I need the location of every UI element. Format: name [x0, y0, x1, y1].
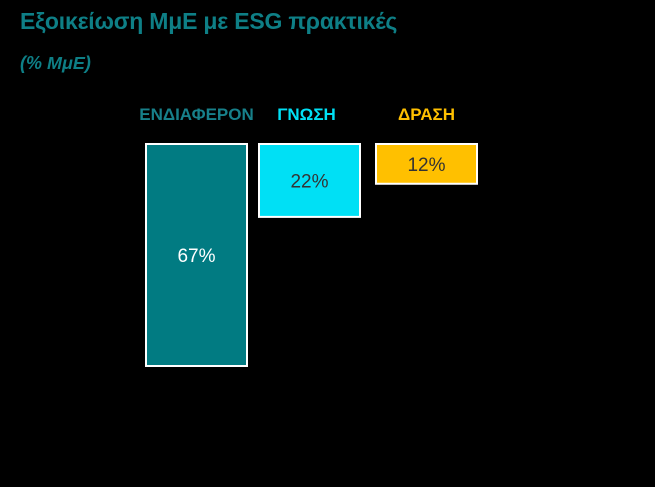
bar-value-label-3: 12%: [407, 155, 445, 176]
bar-2: [258, 143, 361, 218]
bar-1: [145, 143, 248, 367]
chart-subtitle: (% ΜμΕ): [20, 53, 91, 73]
bar-3: [375, 143, 478, 185]
chart-title: Εξοικείωση ΜμΕ με ESG πρακτικές: [20, 8, 398, 34]
category-label-1: ΕΝΔΙΑΦΕΡΟΝ: [139, 105, 254, 124]
category-label-3: ΔΡΑΣΗ: [398, 105, 455, 124]
bar-value-label-2: 22%: [290, 171, 328, 192]
bar-value-label-1: 67%: [177, 246, 215, 267]
category-label-2: ΓΝΩΣΗ: [277, 105, 336, 124]
